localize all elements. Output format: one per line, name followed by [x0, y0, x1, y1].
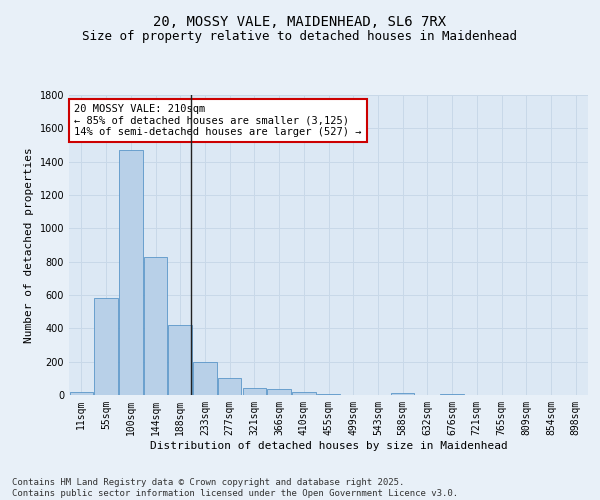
X-axis label: Distribution of detached houses by size in Maidenhead: Distribution of detached houses by size … — [149, 440, 508, 450]
Bar — [440, 394, 464, 395]
Bar — [169, 325, 192, 395]
Bar — [292, 392, 316, 395]
Bar — [70, 392, 93, 395]
Y-axis label: Number of detached properties: Number of detached properties — [24, 147, 34, 343]
Bar — [391, 392, 415, 395]
Bar — [144, 256, 167, 395]
Bar — [94, 298, 118, 395]
Bar — [268, 389, 291, 395]
Bar — [193, 362, 217, 395]
Text: Size of property relative to detached houses in Maidenhead: Size of property relative to detached ho… — [83, 30, 517, 43]
Text: 20, MOSSY VALE, MAIDENHEAD, SL6 7RX: 20, MOSSY VALE, MAIDENHEAD, SL6 7RX — [154, 16, 446, 30]
Text: 20 MOSSY VALE: 210sqm
← 85% of detached houses are smaller (3,125)
14% of semi-d: 20 MOSSY VALE: 210sqm ← 85% of detached … — [74, 104, 362, 137]
Bar — [242, 388, 266, 395]
Bar — [218, 378, 241, 395]
Bar — [119, 150, 143, 395]
Text: Contains HM Land Registry data © Crown copyright and database right 2025.
Contai: Contains HM Land Registry data © Crown c… — [12, 478, 458, 498]
Bar — [317, 394, 340, 395]
